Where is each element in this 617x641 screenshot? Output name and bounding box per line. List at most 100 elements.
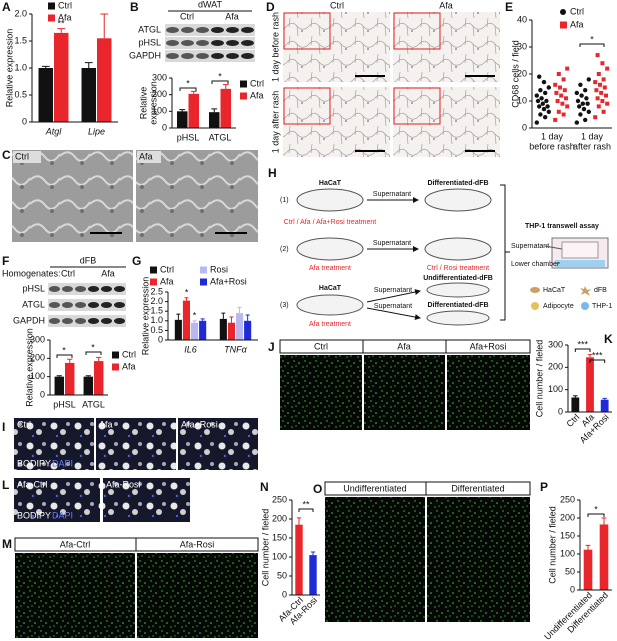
micrograph [283,12,390,82]
y-axis-label: Cell number / fieled [547,506,557,584]
y-tick-label: 100 [548,384,563,394]
error-bar [229,316,234,323]
blot-band [241,40,254,46]
micrograph [427,497,530,622]
data-point [565,104,570,109]
y-tick-label: 0 [570,584,575,594]
bar [97,38,112,122]
y-tick-label: 100 [560,548,575,558]
data-point [584,96,589,101]
panel-label: A [2,0,11,14]
y-tick-label: 0 [522,122,527,132]
y-tick-label: 200 [152,89,167,99]
data-point [556,72,561,76]
image-label: Afa+Rosi [470,341,507,351]
data-point [580,101,585,106]
data-point [564,96,568,101]
legend-label: Ctrl [122,349,136,359]
label-box [13,151,41,163]
x-tick-label: IL6 [184,344,197,354]
blot-prefix: Homogenates: [2,268,61,278]
data-point [560,101,565,106]
assay-title: THP-1 transwell assay [525,223,599,230]
arrow-label: Supernatant [373,191,411,198]
blot-band [100,286,113,292]
x-tick-label: pHSL [177,132,200,142]
header-cell [445,339,531,354]
data-point [575,98,581,104]
bar [54,32,69,122]
arrow [366,289,421,303]
micrograph [14,478,100,522]
blot-group: Ctrl [61,268,75,278]
blot-band [196,27,209,33]
error-bar [310,551,316,556]
blot-band [74,286,87,292]
y-tick-label: 200 [30,353,45,363]
data-point [601,77,606,82]
x-tick-label: Ctrl [564,412,581,429]
micrograph [364,355,445,430]
icon [531,302,539,310]
legend-label: Afa+Rosi [210,276,247,286]
data-point [535,98,541,104]
micrograph [280,355,362,430]
blot-band [87,318,100,324]
data-point [534,93,539,98]
y-tick-label: 10 [517,95,527,105]
row-label: 1 day after rash [270,91,280,154]
target-label: Undifferentiated-dFB [423,275,493,282]
error-bar [100,13,109,39]
y-axis-label: Relative expression [140,277,150,356]
significance-label: ** [302,499,310,509]
data-point [556,109,561,114]
y-axis-label: expression [148,81,158,125]
data-point [581,106,587,112]
error-bar [192,320,197,323]
data-point [583,117,588,123]
error-bar [602,397,607,400]
y-tick-label: 0.5 [14,89,27,99]
treatment-label: Afa treatment [309,321,351,328]
micrograph [447,355,530,430]
data-point [541,106,547,112]
y-tick-label: 100 [152,106,167,116]
lower-medium [555,260,605,267]
significance-bracket [587,513,605,517]
data-point [578,112,583,117]
image-label: Afa-Ctrl [17,479,48,489]
y-axis-label: Relative expression [4,29,14,108]
bar [174,319,182,340]
blot-title: dFB [80,255,97,265]
blot-group: Afa [225,11,239,21]
legend-marker [48,2,55,10]
micrograph [96,418,176,470]
image-label: Afa [397,341,411,351]
data-point [605,101,610,106]
legend-label: Ctrl [58,0,72,10]
data-point [586,77,591,82]
legend-label: Afa [122,361,136,371]
y-axis-label: Relative expression [24,328,34,407]
significance-label: ** [57,18,65,28]
y-tick-label: 200 [272,513,287,523]
blot-band [166,40,179,46]
data-point [594,88,599,93]
x-tick-label: pHSL [53,399,76,409]
legend-marker [112,351,119,359]
stain-label: BODIPY [17,458,51,468]
blot-band [87,302,100,308]
bar [586,357,594,412]
y-tick-label: 250 [560,494,575,504]
legend-marker [150,266,157,274]
data-point [600,99,605,103]
dish [426,282,490,298]
blot-band [181,53,194,59]
y-tick-label: 250 [272,494,287,504]
data-point [577,104,582,109]
x-tick-label: TNFα [224,344,247,354]
blot-group: Afa [101,268,115,278]
arrow-label: Supernatant [374,287,412,294]
y-tick-label: 0 [158,334,163,344]
blot-band [226,40,239,46]
